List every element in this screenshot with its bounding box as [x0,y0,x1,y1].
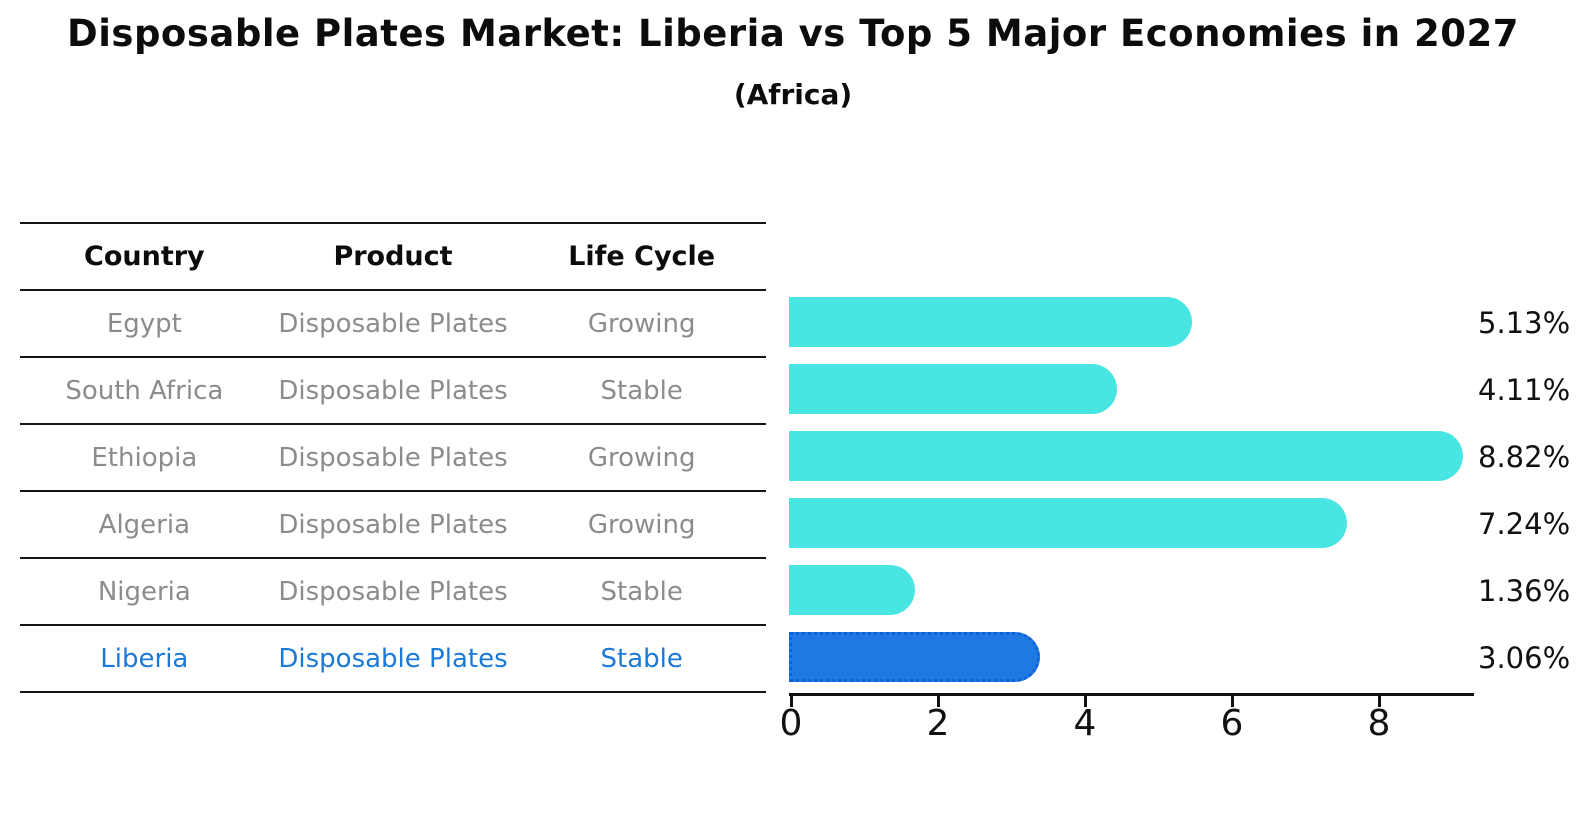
value-label: 8.82% [1478,439,1571,474]
bar-ethiopia [789,431,1464,481]
x-tick-mark [1083,696,1087,707]
x-tick-label: 0 [779,703,803,744]
table-row: South Africa Disposable Plates Stable [20,358,766,425]
cell-product: Disposable Plates [278,509,508,540]
x-axis: 0 2 4 6 8 [780,693,1586,773]
table-row: Nigeria Disposable Plates Stable [20,559,766,626]
x-tick-mark [1230,696,1234,707]
country-table: Country Product Life Cycle Egypt Disposa… [20,222,766,693]
bar-row: 7.24% [789,490,1586,557]
cell-country: South Africa [65,375,224,406]
table-row: Algeria Disposable Plates Growing [20,492,766,559]
cell-country: Algeria [98,509,191,540]
cell-country: Liberia [100,643,189,674]
cell-life-cycle: Growing [587,509,696,540]
chart-subtitle: (Africa) [733,78,853,111]
bar-egypt [789,297,1193,347]
cell-product: Disposable Plates [278,643,508,674]
value-label: 3.06% [1478,640,1571,675]
x-tick-label: 8 [1367,703,1391,744]
bar-plot: 5.13% 4.11% 8.82% 7.24% 1.36% 3.06% 0 2 4 6… [780,289,1586,823]
x-tick-mark [789,696,793,707]
value-label: 7.24% [1478,506,1571,541]
cell-life-cycle: Stable [600,643,683,674]
x-tick-label: 2 [926,703,950,744]
bar-row: 3.06% [789,624,1586,691]
value-label: 1.36% [1478,573,1571,608]
bar-liberia [789,632,1040,682]
column-header-country: Country [84,241,205,272]
bar-south-africa [789,364,1118,414]
cell-product: Disposable Plates [278,576,508,607]
bar-algeria [789,498,1348,548]
x-tick-mark [1377,696,1381,707]
bar-row: 8.82% [789,423,1586,490]
table-row: Ethiopia Disposable Plates Growing [20,425,766,492]
column-header-life-cycle: Life Cycle [568,241,716,272]
x-tick-label: 6 [1220,703,1244,744]
value-label: 4.11% [1478,372,1571,407]
cell-product: Disposable Plates [278,442,508,473]
cell-country: Egypt [106,308,182,339]
chart-title: Disposable Plates Market: Liberia vs Top… [67,12,1519,55]
bar-row: 5.13% [789,289,1586,356]
cell-product: Disposable Plates [278,375,508,406]
cell-country: Nigeria [97,576,191,607]
cell-product: Disposable Plates [278,308,508,339]
x-tick-label: 4 [1073,703,1097,744]
bar-row: 4.11% [789,356,1586,423]
value-label: 5.13% [1478,305,1571,340]
cell-life-cycle: Growing [587,308,696,339]
cell-life-cycle: Stable [600,576,683,607]
table-row: Egypt Disposable Plates Growing [20,291,766,358]
bar-nigeria [789,565,915,615]
cell-country: Ethiopia [91,442,198,473]
cell-life-cycle: Stable [600,375,683,406]
bar-row: 1.36% [789,557,1586,624]
table-header-row: Country Product Life Cycle [20,224,766,291]
table-row-liberia: Liberia Disposable Plates Stable [20,626,766,693]
x-axis-line [789,693,1474,696]
x-tick-mark [936,696,940,707]
cell-life-cycle: Growing [587,442,696,473]
column-header-product: Product [333,241,453,272]
